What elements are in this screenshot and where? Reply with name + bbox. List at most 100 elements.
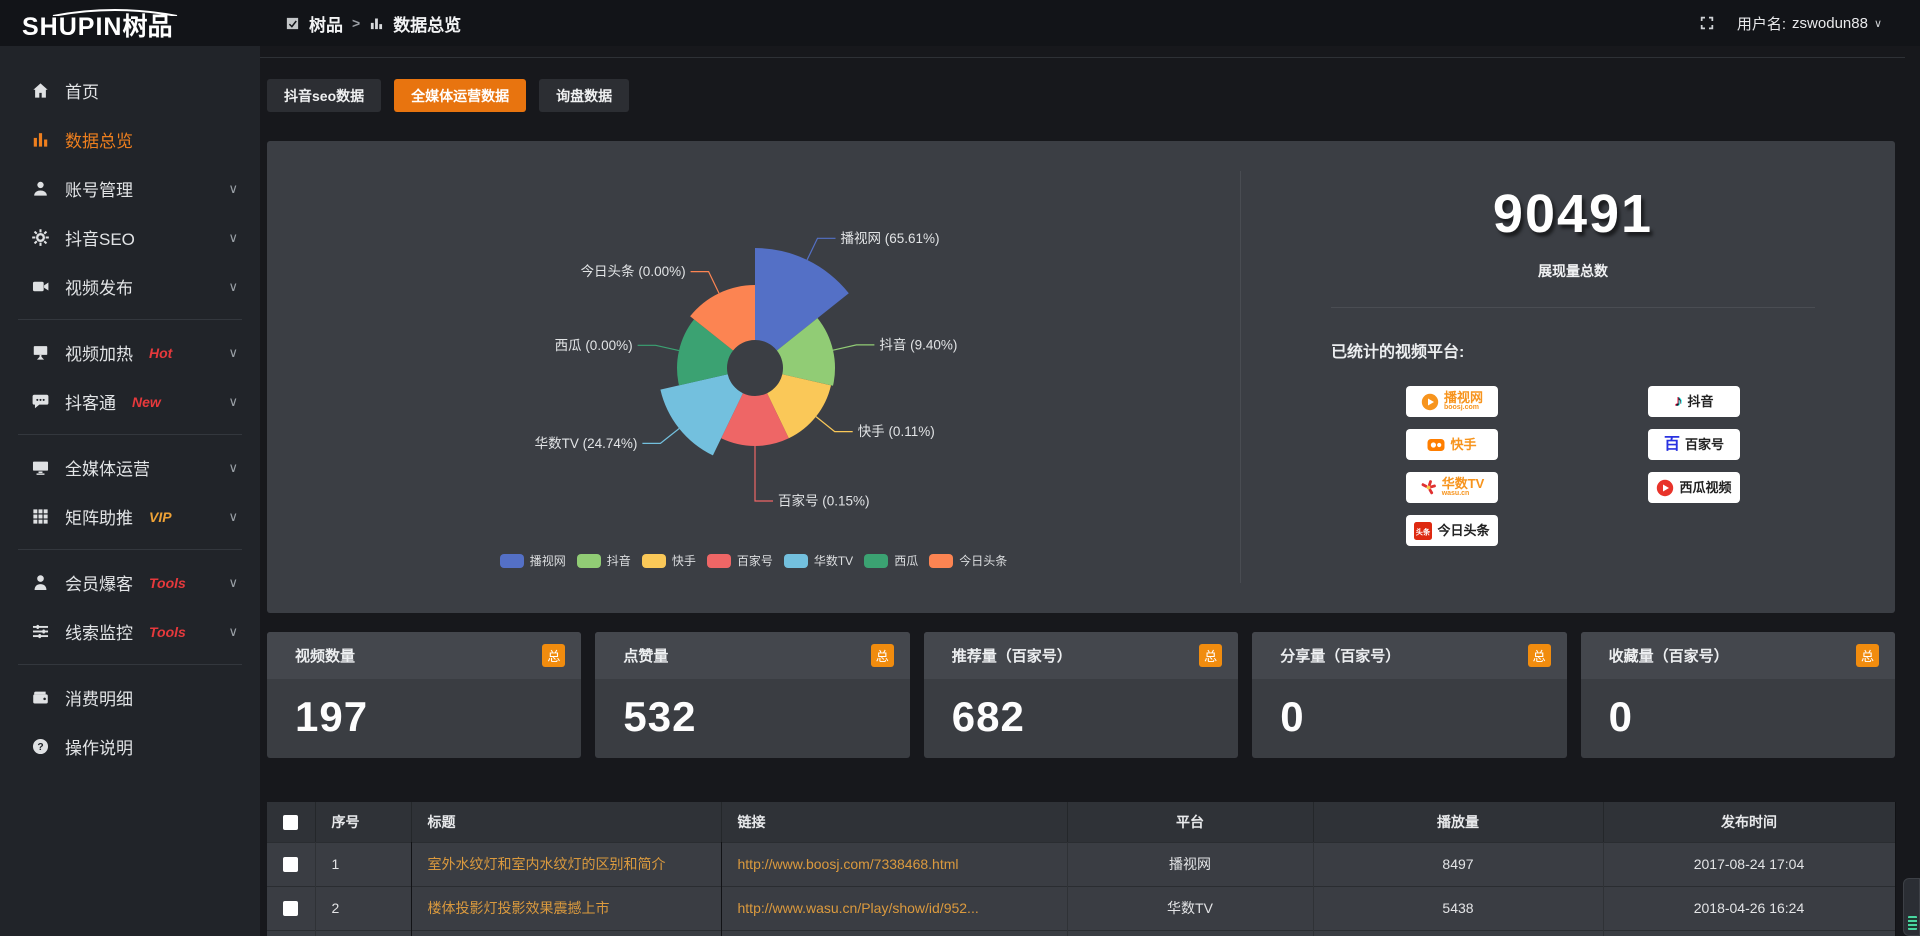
sidebar-item-视频加热[interactable]: 视频加热 Hot ∨ [0,328,260,377]
sidebar-badge: Tools [149,574,186,591]
tab-抖音seo数据[interactable]: 抖音seo数据 [267,79,382,112]
fullscreen-icon[interactable] [1699,15,1715,31]
cell-plays: 8497 [1313,841,1604,886]
row-checkbox[interactable] [283,857,299,873]
sidebar-item-首页[interactable]: 首页 [0,66,260,115]
cell-title[interactable] [411,929,722,936]
chevron-down-icon: ∨ [228,623,238,639]
cell-link[interactable]: http://www.boosj.com/7338468.html [721,841,1068,886]
stat-card-推荐量（百家号）: 推荐量（百家号） 总 682 [923,632,1239,758]
platform-domain: wasu.cn [1441,490,1470,497]
sidebar-item-label: 矩阵助推 [65,509,133,528]
cell-title[interactable]: 室外水纹灯和室内水纹灯的区别和简介 [411,841,722,886]
header-divider [260,57,1905,58]
legend-label: 华数TV [813,554,854,568]
sliders-icon [30,622,50,641]
sidebar-item-label: 视频发布 [65,279,133,298]
total-badge: 总 [870,644,894,667]
sidebar-item-视频发布[interactable]: 视频发布 ∨ [0,262,260,311]
legend-item-今日头条[interactable]: 今日头条 [929,552,1007,569]
legend-item-快手[interactable]: 快手 [641,552,696,569]
sidebar-divider [18,434,242,435]
sidebar-item-抖客通[interactable]: 抖客通 New ∨ [0,377,260,426]
sidebar-item-操作说明[interactable]: ? 操作说明 [0,722,260,771]
chevron-down-icon: ∨ [228,229,238,245]
sidebar-item-抖音SEO[interactable]: 抖音SEO ∨ [0,213,260,262]
tab-全媒体运营数据[interactable]: 全媒体运营数据 [394,79,527,112]
platform-badge-抖音: ♪ 抖音 [1648,386,1740,417]
stat-card-value: 532 [623,693,697,740]
edge-widget[interactable] [1903,878,1920,936]
pie-slice-播视网[interactable] [755,248,849,351]
douyin-note-icon: ♪ [1674,392,1683,410]
stat-card-title: 收藏量（百家号） [1608,648,1729,665]
sidebar-item-会员爆客[interactable]: 会员爆客 Tools ∨ [0,558,260,607]
cell-title[interactable]: 楼体投影灯投影效果震撼上市 [411,885,722,930]
platform-name: 华数TV wasu.cn [1441,476,1485,497]
row-checkbox-cell [267,929,316,936]
column-header-播放量: 播放量 [1313,802,1604,842]
legend-item-播视网[interactable]: 播视网 [499,552,566,569]
sidebar-badge: New [132,393,161,410]
kuaishou-logo [1427,436,1445,454]
column-header-序号: 序号 [315,802,412,842]
tab-询盘数据[interactable]: 询盘数据 [539,79,630,112]
breadcrumb-root[interactable]: 树品 [309,15,343,35]
summary-panel: 90491 展现量总数 已统计的视频平台: 播视网 boosj.com ♪ 抖音 快手 百… [1241,141,1895,613]
sidebar-item-消费明细[interactable]: 消费明细 [0,673,260,722]
pie-slice-快手[interactable] [767,374,831,439]
pie-slice-西瓜[interactable] [677,319,734,386]
row-checkbox-cell [267,841,316,886]
table-row [267,929,1896,936]
sidebar-item-账号管理[interactable]: 账号管理 ∨ [0,164,260,213]
header-right: 用户名: zswodun88 ∨ [1699,13,1920,34]
platforms-title: 已统计的视频平台: [1331,344,1465,361]
sidebar-item-全媒体运营[interactable]: 全媒体运营 ∨ [0,443,260,492]
legend-swatch [783,553,808,568]
stat-card-value: 0 [1280,693,1305,740]
legend-item-百家号[interactable]: 百家号 [706,552,773,569]
sidebar-badge: VIP [149,508,172,525]
sidebar-item-线索监控[interactable]: 线索监控 Tools ∨ [0,607,260,656]
breadcrumb-separator: > [352,15,361,31]
cell-time: 2017-08-24 17:04 [1603,841,1896,886]
stat-card-value: 197 [295,693,369,740]
cell-link[interactable] [721,929,1068,936]
pie-slice-百家号[interactable] [721,393,789,447]
platform-name: 播视网 boosj.com [1443,390,1483,411]
platform-name: 抖音 [1687,394,1714,409]
grid-icon [30,507,50,526]
platform-badge-播视网: 播视网 boosj.com [1406,386,1498,417]
legend-swatch [929,553,954,568]
monitor-icon [30,458,50,477]
pie-slice-华数TV[interactable] [660,374,743,456]
sidebar-item-label: 账号管理 [65,181,133,200]
legend-item-西瓜[interactable]: 西瓜 [864,552,918,569]
cell-plays: 5438 [1313,885,1604,930]
pie-label-快手: 快手 (0.11%) [858,424,935,439]
pie-label-今日头条: 今日头条 (0.00%) [581,263,686,279]
user-menu[interactable]: 用户名: zswodun88 ∨ [1737,13,1882,34]
sidebar-item-label: 操作说明 [65,739,133,758]
row-checkbox[interactable] [283,901,299,917]
select-all-checkbox[interactable] [283,815,299,831]
pie-slice-今日头条[interactable] [690,285,755,351]
legend-item-华数TV[interactable]: 华数TV [783,552,854,569]
gear-icon [30,228,50,247]
sidebar-badge: Hot [149,344,173,361]
cell-platform [1067,929,1314,936]
platform-badge-西瓜视频: 西瓜视频 [1648,472,1740,503]
row-checkbox-cell [267,885,316,930]
wasu-logo [1420,479,1437,496]
video-icon [30,277,50,296]
pie-slice-抖音[interactable] [776,318,835,386]
cell-link[interactable]: http://www.wasu.cn/Play/show/id/952... [721,885,1068,930]
sidebar-item-矩阵助推[interactable]: 矩阵助推 VIP ∨ [0,492,260,541]
pie-label-line [754,446,773,502]
stat-card-title: 点赞量 [623,648,669,665]
sidebar-item-数据总览[interactable]: 数据总览 [0,115,260,164]
mini-bar-chart-icon [369,16,384,31]
rose-chart: 播视网 (65.61%) 抖音 (9.40%) 快手 (0.11%) 百家号 (0.1… [267,141,1240,613]
stat-card-value: 0 [1608,693,1633,740]
legend-item-抖音[interactable]: 抖音 [576,552,631,569]
